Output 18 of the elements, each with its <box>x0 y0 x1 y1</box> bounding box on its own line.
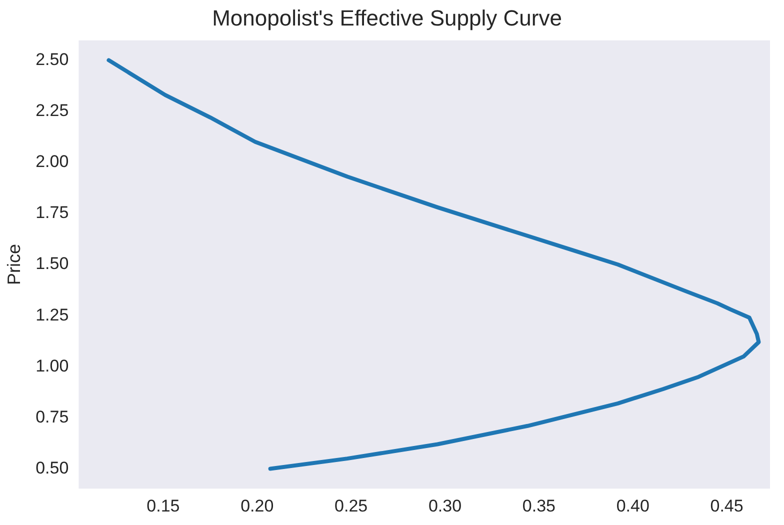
y-tick-label: 1.50 <box>36 254 69 274</box>
y-tick-label: 1.00 <box>36 356 69 376</box>
chart-title: Monopolist's Effective Supply Curve <box>212 5 562 30</box>
x-tick-label: 0.20 <box>240 496 274 516</box>
x-tick-label: 0.40 <box>616 496 650 516</box>
x-tick-label: 0.15 <box>146 496 180 516</box>
x-tick-label: 0.45 <box>710 496 744 516</box>
y-tick-label: 2.50 <box>36 50 69 69</box>
y-axis-title: Price <box>4 244 24 286</box>
x-tick-label: 0.25 <box>334 496 368 516</box>
y-tick-label: 1.25 <box>36 305 69 324</box>
y-tick-label: 2.00 <box>36 152 69 172</box>
y-tick-label: 2.25 <box>36 100 69 120</box>
y-tick-label: 1.75 <box>36 203 69 222</box>
y-tick-label: 0.50 <box>36 458 69 478</box>
x-tick-label: 0.30 <box>428 496 462 516</box>
y-tick-label: 0.75 <box>36 407 69 426</box>
x-tick-label: 0.35 <box>522 496 556 516</box>
